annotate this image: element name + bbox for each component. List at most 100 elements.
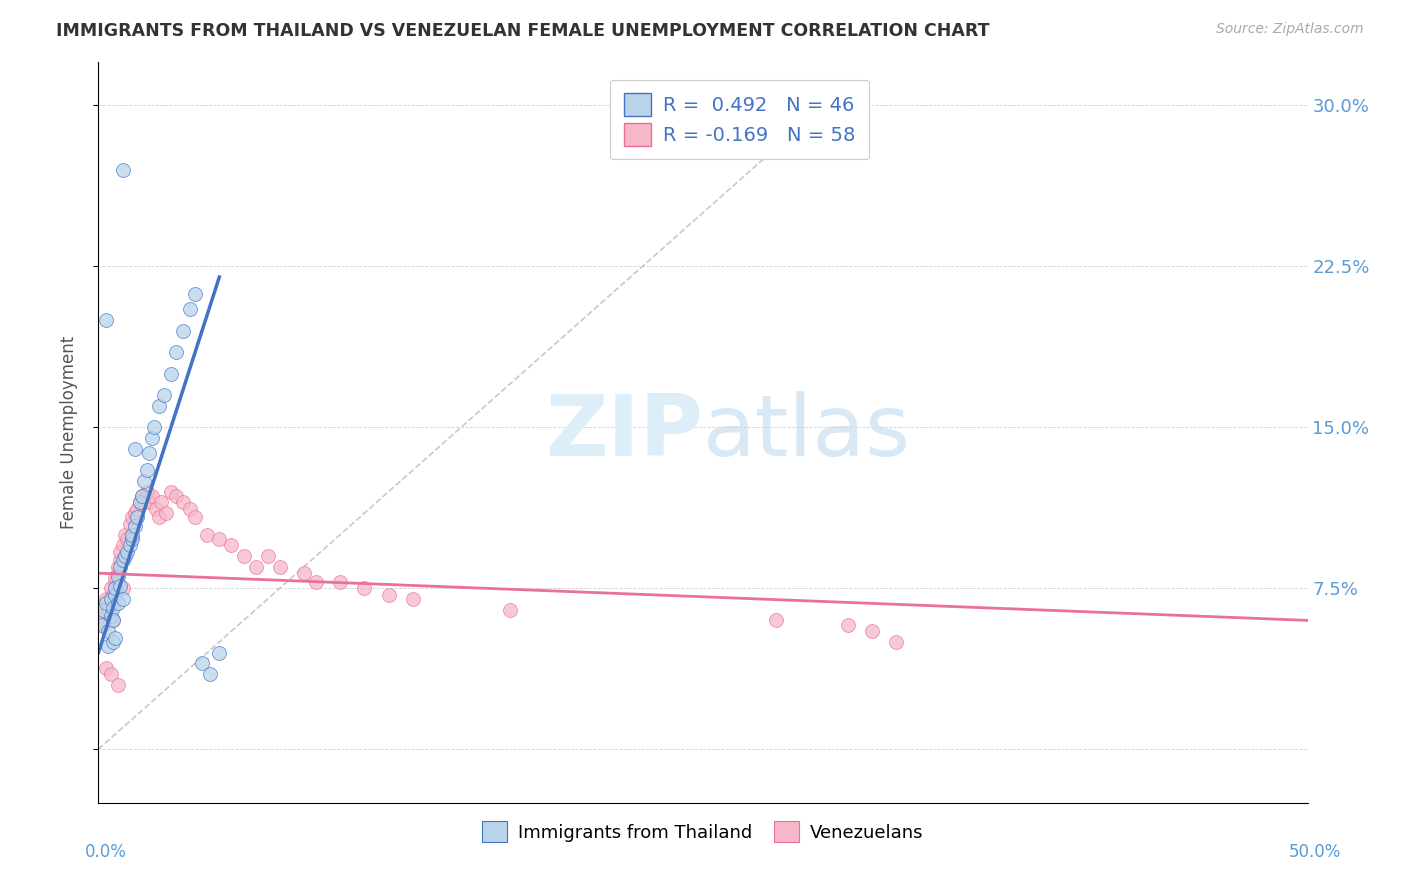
Point: [232, 549, 254, 563]
Point: [90, 617, 112, 632]
Point: [138, 495, 160, 509]
Point: [155, 506, 177, 520]
Point: [886, 635, 908, 649]
Point: [124, 519, 146, 533]
Point: [179, 501, 201, 516]
Point: [108, 545, 131, 559]
Point: [124, 442, 146, 456]
Point: [104, 570, 127, 584]
Point: [127, 510, 149, 524]
Point: [195, 527, 218, 541]
Point: [117, 532, 139, 546]
Point: [160, 484, 183, 499]
Point: [131, 489, 153, 503]
Point: [765, 614, 787, 628]
Point: [104, 574, 127, 589]
Point: [141, 431, 163, 445]
Point: [160, 367, 183, 381]
Point: [100, 609, 122, 624]
Point: [131, 489, 153, 503]
Text: 50.0%: 50.0%: [1288, 843, 1341, 861]
Text: ZIP: ZIP: [546, 391, 703, 475]
Point: [353, 581, 375, 595]
Point: [100, 667, 122, 681]
Point: [498, 602, 520, 616]
Point: [208, 532, 231, 546]
Point: [245, 559, 267, 574]
Point: [101, 588, 124, 602]
Point: [127, 501, 149, 516]
Point: [135, 484, 157, 499]
Point: [108, 579, 131, 593]
Point: [134, 495, 156, 509]
Point: [256, 549, 278, 563]
Point: [104, 581, 127, 595]
Point: [101, 600, 124, 615]
Point: [107, 570, 129, 584]
Point: [118, 516, 141, 531]
Point: [152, 388, 174, 402]
Point: [97, 639, 120, 653]
Point: [100, 581, 122, 595]
Point: [138, 446, 160, 460]
Point: [148, 399, 170, 413]
Point: [135, 463, 157, 477]
Point: [111, 162, 134, 177]
Point: [172, 495, 194, 509]
Point: [121, 527, 143, 541]
Point: [221, 538, 243, 552]
Point: [111, 591, 134, 606]
Point: [108, 553, 131, 567]
Point: [145, 501, 167, 516]
Point: [165, 489, 187, 503]
Point: [184, 287, 207, 301]
Point: [107, 678, 129, 692]
Point: [269, 559, 291, 574]
Point: [114, 527, 136, 541]
Point: [121, 510, 143, 524]
Point: [94, 591, 117, 606]
Point: [860, 624, 883, 639]
Point: [118, 538, 141, 552]
Point: [148, 510, 170, 524]
Point: [134, 474, 156, 488]
Point: [172, 324, 194, 338]
Legend: Immigrants from Thailand, Venezuelans: Immigrants from Thailand, Venezuelans: [475, 814, 931, 849]
Point: [184, 510, 207, 524]
Point: [150, 495, 173, 509]
Point: [305, 574, 328, 589]
Point: [402, 591, 425, 606]
Point: [329, 574, 352, 589]
Point: [104, 631, 127, 645]
Point: [292, 566, 315, 581]
Point: [837, 617, 859, 632]
Point: [91, 617, 114, 632]
Point: [107, 596, 129, 610]
Point: [141, 489, 163, 503]
Point: [111, 581, 134, 595]
Point: [100, 591, 122, 606]
Point: [377, 588, 399, 602]
Point: [101, 635, 124, 649]
Text: IMMIGRANTS FROM THAILAND VS VENEZUELAN FEMALE UNEMPLOYMENT CORRELATION CHART: IMMIGRANTS FROM THAILAND VS VENEZUELAN F…: [56, 22, 990, 40]
Point: [100, 596, 122, 610]
Point: [107, 566, 129, 581]
Point: [128, 495, 150, 509]
Point: [107, 559, 129, 574]
Point: [179, 302, 201, 317]
Point: [128, 495, 150, 509]
Point: [165, 345, 187, 359]
Point: [111, 538, 134, 552]
Point: [117, 545, 139, 559]
Point: [198, 667, 221, 681]
Point: [91, 602, 114, 616]
Point: [108, 559, 131, 574]
Y-axis label: Female Unemployment: Female Unemployment: [59, 336, 77, 529]
Point: [97, 602, 120, 616]
Text: Source: ZipAtlas.com: Source: ZipAtlas.com: [1216, 22, 1364, 37]
Point: [101, 614, 124, 628]
Point: [191, 657, 214, 671]
Point: [104, 588, 127, 602]
Point: [94, 313, 117, 327]
Point: [114, 549, 136, 563]
